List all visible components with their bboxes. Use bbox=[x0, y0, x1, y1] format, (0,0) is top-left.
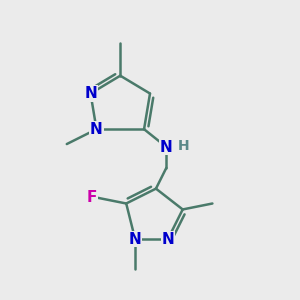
Text: N: N bbox=[84, 86, 97, 101]
Text: N: N bbox=[90, 122, 103, 137]
Text: N: N bbox=[129, 232, 142, 247]
Text: N: N bbox=[161, 232, 174, 247]
Text: F: F bbox=[87, 190, 97, 205]
Text: H: H bbox=[178, 139, 189, 152]
Text: N: N bbox=[160, 140, 173, 154]
